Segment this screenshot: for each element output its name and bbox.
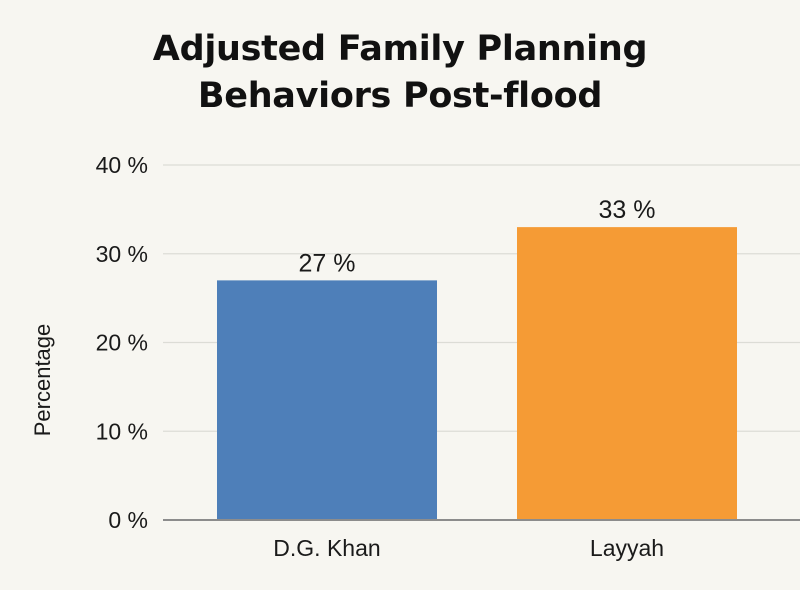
x-category-label-0: D.G. Khan (273, 535, 380, 561)
x-category-label-1: Layyah (590, 535, 664, 561)
y-tick-label-2: 20 % (96, 330, 148, 356)
bar-d-g-khan (217, 280, 437, 520)
chart-title-line-2: Behaviors Post-flood (197, 76, 603, 116)
bars (217, 227, 737, 520)
y-tick-label-4: 40 % (96, 152, 148, 178)
y-tick-label-3: 30 % (96, 241, 148, 267)
chart-title-line-1: Adjusted Family Planning (152, 29, 648, 69)
y-tick-label-0: 0 % (108, 507, 148, 533)
labels: 0 % 10 % 20 % 30 % 40 % 27 % D.G. Khan 33 % Layy… (96, 152, 665, 561)
y-axis-label: Percentage (30, 324, 55, 437)
y-tick-label-1: 10 % (96, 418, 148, 444)
data-label-0: 27 % (299, 249, 356, 277)
bar-layyah (517, 227, 737, 520)
data-label-1: 33 % (599, 196, 656, 224)
chart-title: Adjusted Family Planning Behaviors Post-… (0, 26, 800, 120)
